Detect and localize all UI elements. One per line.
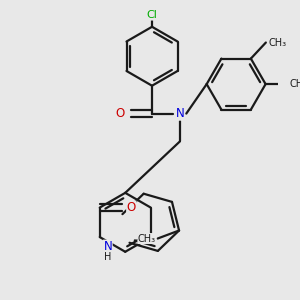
Text: H: H <box>104 252 111 262</box>
Text: CH₃: CH₃ <box>290 79 300 89</box>
Text: CH₃: CH₃ <box>268 38 287 47</box>
Text: O: O <box>116 107 125 120</box>
Text: N: N <box>103 240 112 253</box>
Text: N: N <box>176 107 184 120</box>
Text: Cl: Cl <box>147 10 158 20</box>
Text: O: O <box>127 201 136 214</box>
Text: CH₃: CH₃ <box>138 233 156 244</box>
